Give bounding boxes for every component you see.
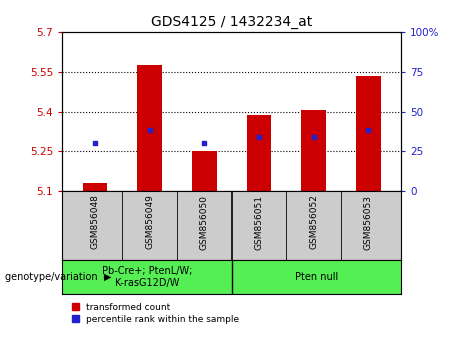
Point: [365, 127, 372, 133]
Point: [310, 134, 317, 139]
Point: [146, 127, 154, 133]
Bar: [137, 65, 162, 191]
Bar: [247, 115, 271, 191]
Title: GDS4125 / 1432234_at: GDS4125 / 1432234_at: [151, 16, 312, 29]
Bar: [192, 152, 217, 191]
Text: GSM856051: GSM856051: [254, 195, 264, 250]
Text: GSM856048: GSM856048: [90, 195, 100, 250]
Bar: [301, 110, 326, 191]
Text: Pten null: Pten null: [295, 272, 338, 282]
Bar: [83, 183, 107, 191]
Text: GSM856049: GSM856049: [145, 195, 154, 250]
Text: Pb-Cre+; PtenL/W;
K-rasG12D/W: Pb-Cre+; PtenL/W; K-rasG12D/W: [102, 266, 192, 288]
Point: [201, 140, 208, 145]
Text: GSM856052: GSM856052: [309, 195, 318, 250]
Point: [91, 140, 99, 145]
Point: [255, 134, 263, 139]
Text: GSM856050: GSM856050: [200, 195, 209, 250]
Text: GSM856053: GSM856053: [364, 195, 373, 250]
Bar: [356, 76, 381, 191]
Text: genotype/variation  ▶: genotype/variation ▶: [5, 272, 111, 282]
Legend: transformed count, percentile rank within the sample: transformed count, percentile rank withi…: [72, 303, 239, 324]
